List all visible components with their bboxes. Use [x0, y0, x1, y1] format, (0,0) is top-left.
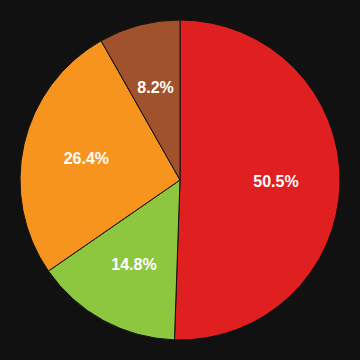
- background: [0, 0, 360, 360]
- chart-container: 50.5% 14.8% 26.4% 8.2%: [0, 0, 360, 360]
- pie-chart: 50.5% 14.8% 26.4% 8.2%: [0, 0, 360, 360]
- data-labels: 50.5% 14.8% 26.4% 8.2%: [64, 79, 299, 273]
- data-label: 14.8%: [111, 256, 156, 273]
- pie-slice: [101, 20, 180, 180]
- data-label: 26.4%: [64, 150, 109, 167]
- data-label: 50.5%: [253, 173, 298, 190]
- data-label: 8.2%: [137, 79, 173, 96]
- slices: [20, 20, 340, 340]
- pie-slice: [174, 20, 340, 340]
